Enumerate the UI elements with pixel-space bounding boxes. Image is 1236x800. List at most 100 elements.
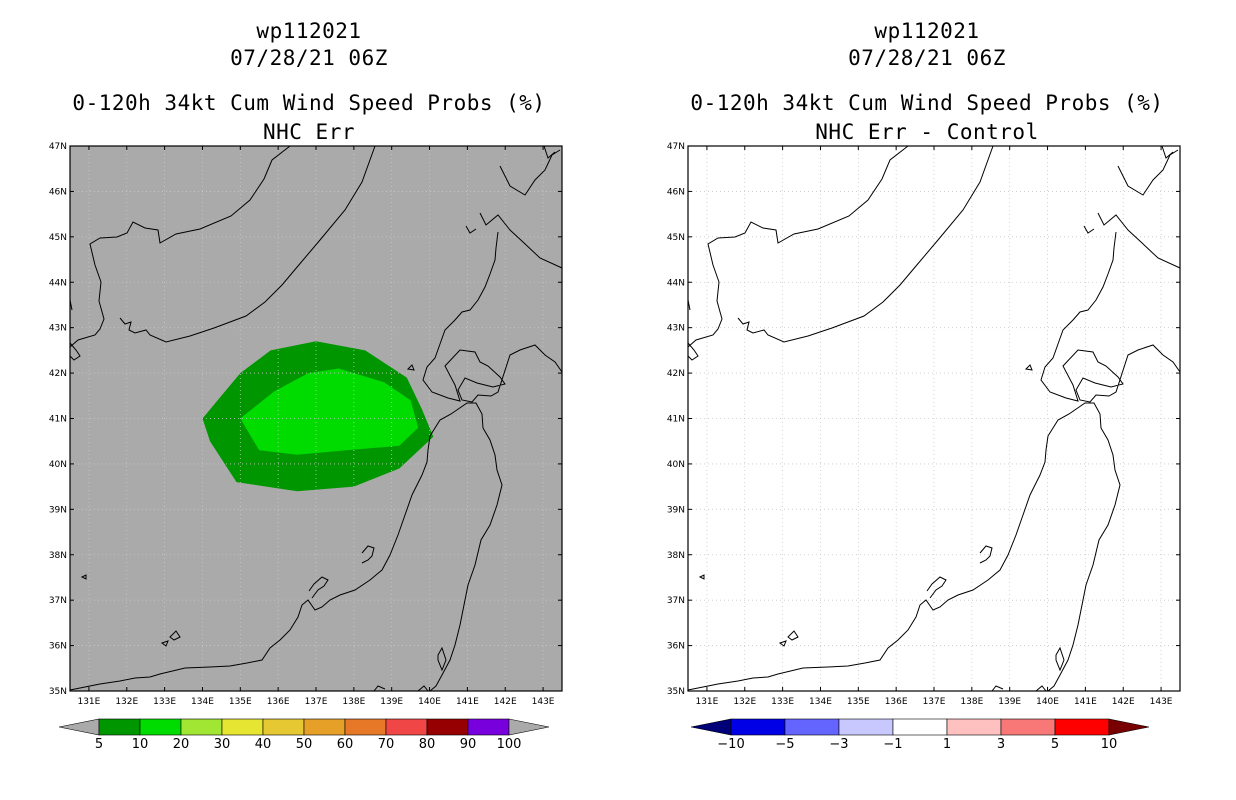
lat-lon-grid — [70, 146, 562, 691]
lat-label: 43N — [667, 324, 685, 334]
colorbar-under-arrow — [690, 718, 732, 736]
colorbar-segment — [262, 718, 305, 736]
left-panel: wp112021 07/28/21 06Z 0-120h 34kt Cum Wi… — [49, 19, 563, 752]
colorbar-segment — [303, 718, 346, 736]
lat-label: 40N — [667, 460, 685, 470]
lat-label: 36N — [667, 642, 685, 652]
storm-id-title: wp112021 — [874, 19, 980, 43]
colorbar-segment — [139, 718, 182, 736]
colorbar-segment — [1054, 718, 1110, 736]
lat-label: 47N — [49, 142, 67, 152]
lon-label: 139E — [380, 697, 403, 707]
colorbar-label: 10 — [1101, 737, 1118, 752]
lon-label: 136E — [267, 697, 290, 707]
coastline — [69, 145, 563, 692]
lon-label: 139E — [998, 697, 1021, 707]
colorbar-segment — [784, 718, 840, 736]
datetime-title: 07/28/21 06Z — [230, 46, 388, 70]
colorbar-segment — [946, 718, 1002, 736]
lon-label: 137E — [923, 697, 946, 707]
colorbar-label: 50 — [296, 737, 313, 752]
lat-label: 35N — [49, 687, 67, 697]
colorbar-label: 1 — [943, 737, 951, 752]
lat-label: 45N — [667, 233, 685, 243]
product-title: 0-120h 34kt Cum Wind Speed Probs (%) — [72, 91, 546, 115]
colorbar-segment — [426, 718, 469, 736]
probability-map: 131E 132E 133E 134E 135E 136E 137E 138E 139E 140E… — [49, 142, 563, 707]
colorbar-label: 30 — [214, 737, 231, 752]
colorbar-segment — [838, 718, 894, 736]
lat-label: 44N — [49, 278, 67, 288]
lat-label: 39N — [667, 505, 685, 515]
colorbar-label: 5 — [1051, 737, 1059, 752]
lat-label: 38N — [49, 551, 67, 561]
lon-label: 134E — [191, 697, 214, 707]
colorbar-label: 100 — [497, 737, 522, 752]
storm-id-title: wp112021 — [256, 19, 362, 43]
product-title: 0-120h 34kt Cum Wind Speed Probs (%) — [690, 91, 1164, 115]
colorbar-over-arrow — [1108, 718, 1150, 736]
right-panel: wp112021 07/28/21 06Z 0-120h 34kt Cum Wi… — [618, 0, 1236, 800]
colorbar-segment — [221, 718, 264, 736]
colorbar-label: 80 — [419, 737, 436, 752]
colorbar-label: 90 — [460, 737, 477, 752]
datetime-title: 07/28/21 06Z — [848, 46, 1006, 70]
lon-label: 142E — [1112, 697, 1135, 707]
lat-label: 42N — [667, 369, 685, 379]
colorbar-label: −10 — [717, 737, 744, 752]
lat-label: 43N — [49, 324, 67, 334]
lat-label: 42N — [49, 369, 67, 379]
lon-label: 132E — [115, 697, 138, 707]
lat-label: 45N — [49, 233, 67, 243]
lat-label: 37N — [667, 596, 685, 606]
lon-label: 138E — [960, 697, 983, 707]
colorbar-label: −3 — [829, 737, 848, 752]
lat-label: 39N — [49, 505, 67, 515]
lat-label: 44N — [667, 278, 685, 288]
lat-label: 46N — [49, 187, 67, 197]
lat-label: 40N — [49, 460, 67, 470]
colorbar-segment — [1000, 718, 1056, 736]
difference-colorbar: −10 −5 −3 −1 1 3 5 10 — [690, 718, 1150, 752]
colorbar-segment — [892, 718, 948, 736]
colorbar-label: 10 — [132, 737, 149, 752]
lat-lon-grid — [688, 146, 1180, 691]
colorbar-segment — [467, 718, 510, 736]
colorbar-segment — [98, 718, 141, 736]
colorbar-label: 40 — [255, 737, 272, 752]
colorbar-over-arrow — [508, 718, 550, 736]
probability-colorbar: 5 10 20 30 40 50 60 70 80 90 100 — [58, 718, 550, 752]
lon-label: 131E — [77, 697, 100, 707]
colorbar-label: 5 — [95, 737, 103, 752]
lat-label: 41N — [667, 415, 685, 425]
experiment-title: NHC Err - Control — [815, 120, 1039, 144]
colorbar-segment — [385, 718, 428, 736]
lon-label: 141E — [1074, 697, 1097, 707]
lon-label: 137E — [305, 697, 328, 707]
colorbar-label: −5 — [775, 737, 794, 752]
lon-label: 140E — [1036, 697, 1059, 707]
colorbar-label: 70 — [378, 737, 395, 752]
colorbar-segment — [344, 718, 387, 736]
colorbar-label: 60 — [337, 737, 354, 752]
colorbar-under-arrow — [58, 718, 100, 736]
colorbar-segment — [180, 718, 223, 736]
difference-map: 131E 132E 133E 134E 135E 136E 137E 138E 139E 140E… — [667, 142, 1181, 707]
lon-label: 134E — [809, 697, 832, 707]
lon-label: 143E — [532, 697, 555, 707]
coastline — [687, 145, 1181, 692]
lon-label: 136E — [885, 697, 908, 707]
colorbar-label: 20 — [173, 737, 190, 752]
colorbar-label: 3 — [997, 737, 1005, 752]
lon-label: 142E — [494, 697, 517, 707]
lon-label: 131E — [695, 697, 718, 707]
lat-label: 37N — [49, 596, 67, 606]
lat-label: 41N — [49, 415, 67, 425]
lat-label: 47N — [667, 142, 685, 152]
lat-label: 38N — [667, 551, 685, 561]
lat-label: 46N — [667, 187, 685, 197]
lon-label: 135E — [229, 697, 252, 707]
lon-label: 133E — [153, 697, 176, 707]
lon-label: 138E — [342, 697, 365, 707]
lon-label: 132E — [733, 697, 756, 707]
